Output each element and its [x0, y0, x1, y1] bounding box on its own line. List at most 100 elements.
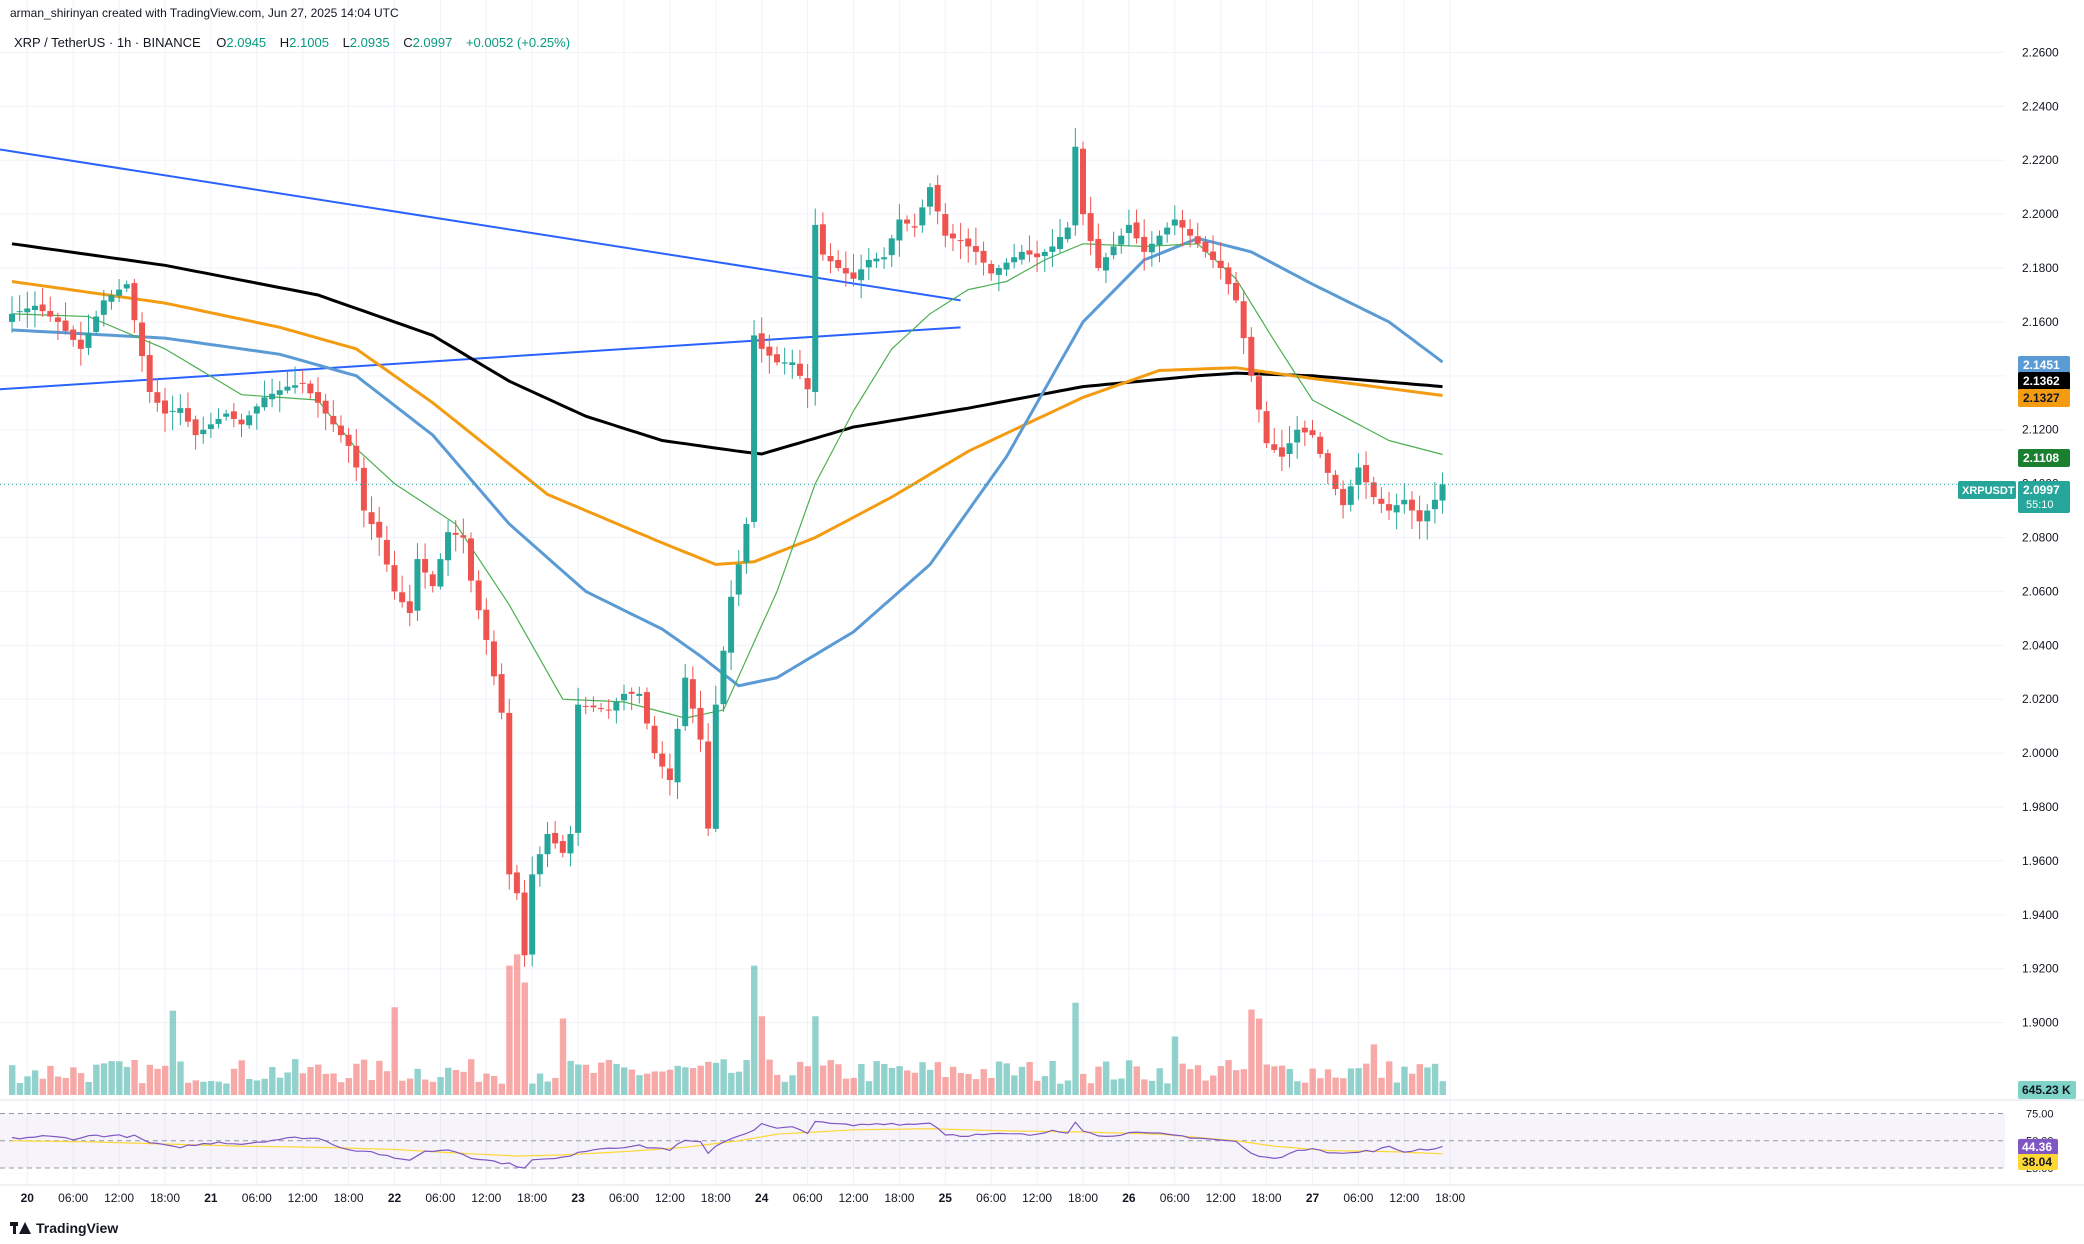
candlesticks[interactable]	[9, 128, 1446, 967]
x-tick-label: 06:00	[976, 1191, 1006, 1205]
candle-body	[299, 382, 306, 384]
y-tick-label: 2.2600	[2022, 45, 2059, 59]
volume-bar	[628, 1069, 636, 1095]
candle-body	[1240, 301, 1247, 339]
candle-body	[590, 705, 597, 708]
volume-bar	[735, 1071, 743, 1095]
volume-bar	[988, 1078, 995, 1095]
volume-bar	[353, 1063, 360, 1095]
candle-body	[957, 240, 964, 242]
candle-body	[682, 677, 689, 727]
volume-bar	[1363, 1063, 1370, 1095]
candle-body	[1294, 429, 1301, 443]
volume-bar	[796, 1061, 804, 1095]
volume-bar	[1439, 1081, 1446, 1095]
volume-bar	[1393, 1082, 1401, 1095]
x-tick-label: 27	[1306, 1191, 1320, 1205]
candle-body	[399, 592, 406, 603]
volume-bar	[1271, 1066, 1278, 1095]
volume-bar	[1225, 1060, 1232, 1095]
x-tick-label: 12:00	[104, 1191, 134, 1205]
volume-bar	[376, 1060, 383, 1095]
open-label: O	[216, 35, 227, 50]
candle-body	[223, 413, 230, 417]
volume-bar	[468, 1059, 475, 1095]
candle-body	[904, 219, 911, 224]
candle-body	[445, 532, 452, 561]
volume-bar	[184, 1082, 192, 1095]
candle-body	[1332, 474, 1339, 490]
volume-bar	[146, 1064, 154, 1095]
candle-body	[1347, 486, 1354, 505]
trendline-ascending	[0, 326, 961, 391]
x-tick-label: 06:00	[58, 1191, 88, 1205]
volume-bar	[1401, 1066, 1408, 1095]
volume-bar	[391, 1007, 398, 1095]
volume-bar	[1064, 1080, 1072, 1095]
volume-bar	[858, 1063, 865, 1095]
candle-body	[651, 725, 658, 754]
y-tick-label: 2.2400	[2022, 99, 2059, 113]
candle-body	[468, 538, 474, 581]
x-tick-label: 06:00	[242, 1191, 272, 1205]
candle-body	[781, 362, 788, 364]
candle-body	[628, 691, 635, 694]
time-axis[interactable]: 20 06:00 12:00 18:00 21 06:00 12:00 18:00 22 06:0…	[0, 1184, 2084, 1205]
candle-body	[207, 424, 214, 429]
volume-bar	[223, 1083, 230, 1095]
candle-body	[659, 753, 666, 767]
volume-bar	[758, 1016, 766, 1095]
candle-body	[720, 650, 727, 705]
candle-body	[972, 246, 979, 252]
candle-body	[1363, 465, 1370, 483]
volume-bar	[774, 1074, 781, 1095]
volume-bar	[1386, 1061, 1393, 1095]
volume-bar	[881, 1063, 888, 1095]
volume-bar	[1294, 1081, 1301, 1095]
candle-body	[1080, 148, 1086, 215]
volume-bar	[781, 1081, 789, 1095]
candle-body	[728, 596, 735, 653]
candle-body	[1164, 227, 1171, 235]
price-tag: 2.1451	[2023, 358, 2060, 372]
candle-body	[1003, 262, 1010, 270]
volume-bar	[261, 1078, 268, 1095]
tradingview-brand[interactable]: TradingView	[10, 1220, 118, 1236]
candle-body	[1148, 243, 1155, 253]
volume-bar	[154, 1068, 161, 1095]
candle-body	[1072, 146, 1079, 226]
candle-body	[980, 250, 987, 263]
volume-bar	[131, 1060, 138, 1095]
candle-body	[77, 339, 84, 349]
y-tick-label: 2.0600	[2022, 584, 2059, 598]
volume-bar	[399, 1080, 406, 1095]
volume-bar	[284, 1072, 291, 1095]
volume-bar	[437, 1077, 444, 1095]
volume-bar	[1301, 1082, 1309, 1095]
candle-body	[865, 259, 872, 268]
volume-bar	[1416, 1064, 1423, 1095]
trendlines[interactable]	[0, 148, 961, 391]
candle-body	[995, 268, 1002, 275]
candle-body	[751, 335, 758, 522]
candle-body	[1133, 222, 1140, 239]
x-tick-label: 06:00	[1343, 1191, 1373, 1205]
price-axis[interactable]: 2.2600 2.2400 2.2200 2.2000 2.1800 2.1600 2.14…	[2022, 45, 2059, 1029]
volume-bar	[1255, 1018, 1263, 1095]
candle-body	[276, 390, 283, 395]
price-tag: 2.1108	[2023, 451, 2059, 465]
volume-tag: 645.23 K	[2022, 1083, 2071, 1097]
x-tick-label: 26	[1122, 1191, 1136, 1205]
low-value: 2.0935	[349, 35, 390, 50]
volume-bar	[322, 1073, 330, 1095]
candle-body	[9, 313, 15, 322]
candle-body	[100, 300, 107, 315]
candle-body	[1102, 257, 1109, 271]
volume-bar	[682, 1067, 689, 1095]
candle-body	[200, 429, 207, 435]
volume-bar	[789, 1075, 796, 1095]
volume-bar	[1095, 1066, 1102, 1095]
volume-bar	[598, 1062, 605, 1095]
